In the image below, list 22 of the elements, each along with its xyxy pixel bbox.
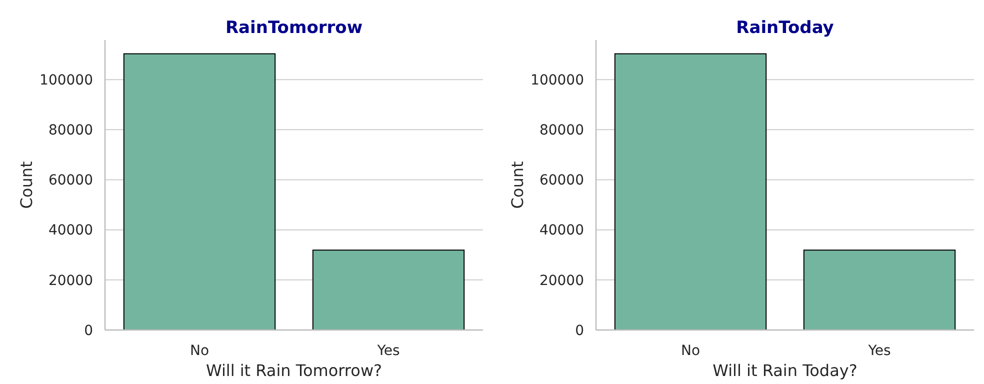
x-axis-title: Will it Rain Tomorrow? [206,361,382,380]
y-axis-title: Count [508,161,527,209]
y-tick-label: 80000 [48,122,93,139]
x-tick-label: Yes [376,342,400,359]
x-axis-title: Will it Rain Today? [712,361,858,380]
x-tick-label: No [190,342,210,359]
y-tick-label: 20000 [539,272,584,289]
y-tick-label: 40000 [48,222,93,239]
y-tick-label: 60000 [539,172,584,189]
chart-title: RainToday [736,18,834,38]
y-tick-label: 100000 [530,72,584,88]
y-tick-label: 0 [575,322,584,339]
y-tick-label: 80000 [539,122,584,139]
y-tick-label: 60000 [48,172,93,189]
y-tick-label: 40000 [539,222,584,239]
y-tick-label: 100000 [40,72,93,88]
x-tick-label: No [680,342,700,359]
y-axis-title: Count [17,161,36,209]
y-tick-label: 0 [84,322,93,339]
x-tick-label: Yes [867,342,891,359]
chart-title: RainTomorrow [225,18,363,38]
y-tick-label: 20000 [48,272,93,289]
